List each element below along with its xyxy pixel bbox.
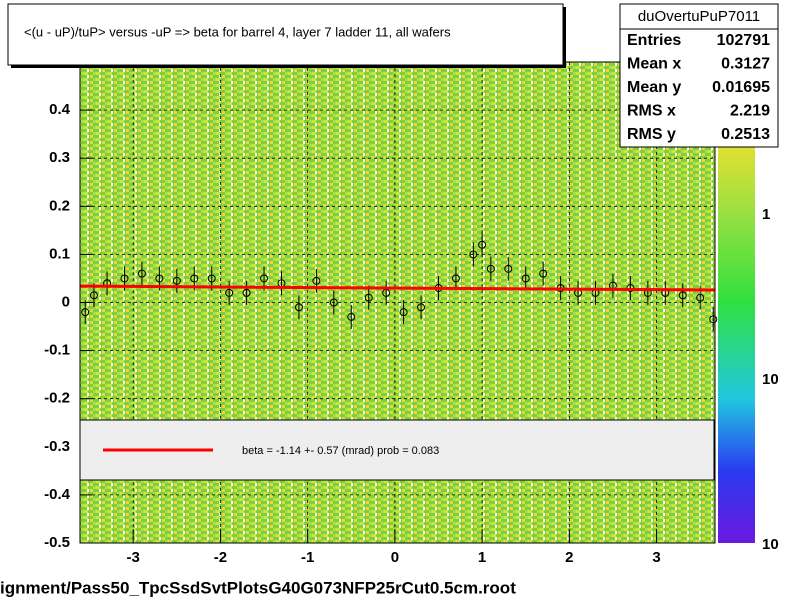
data-point (539, 269, 548, 278)
data-point (399, 308, 408, 317)
data-point (225, 288, 234, 297)
data-point (709, 315, 718, 324)
x-tick-label: -3 (127, 549, 140, 566)
title-box (7, 3, 564, 66)
fit-line (79, 284, 716, 292)
data-point (364, 293, 373, 302)
stats-value: 102791 (717, 32, 770, 49)
data-point (521, 274, 530, 283)
palette-label: 1 (762, 206, 770, 223)
data-point (329, 298, 338, 307)
legend-text: beta = -1.14 +- 0.57 (mrad) prob = 0.083 (242, 445, 439, 457)
data-point (312, 276, 321, 285)
data-point (486, 264, 495, 273)
stats-box (619, 3, 779, 148)
x-tick-label: -2 (214, 549, 227, 566)
palette-label: 10 (762, 536, 779, 553)
stats-label: RMS y (627, 126, 676, 143)
x-tick-label: 0 (391, 549, 399, 566)
data-point (242, 288, 251, 297)
y-tick-label: -0.2 (44, 390, 70, 407)
stats-label: Mean y (627, 79, 681, 96)
stats-label: Mean x (627, 56, 681, 73)
x-tick-label: 2 (565, 549, 573, 566)
stats-title: duOvertuPuP7011 (638, 8, 760, 25)
y-tick-label: 0 (62, 293, 70, 310)
x-tick-label: 3 (652, 549, 660, 566)
y-tick-label: 0.2 (49, 197, 70, 214)
stats-value: 2.219 (730, 103, 770, 120)
data-point (172, 276, 181, 285)
data-point (451, 274, 460, 283)
stats-value: 0.2513 (721, 126, 770, 143)
data-point (190, 274, 199, 283)
y-tick-label: 0.1 (49, 245, 70, 262)
data-point (120, 274, 129, 283)
data-point (137, 269, 146, 278)
x-tick-label: 1 (478, 549, 486, 566)
y-tick-label: -0.4 (44, 486, 71, 503)
stats-value: 0.01695 (712, 79, 770, 96)
y-tick-label: 0.4 (49, 101, 71, 118)
data-point (478, 240, 487, 249)
y-tick-label: 0.3 (49, 149, 70, 166)
y-tick-label: -0.3 (44, 438, 70, 455)
data-point (469, 250, 478, 259)
data-point (347, 312, 356, 321)
data-point (294, 303, 303, 312)
y-tick-label: -0.5 (44, 534, 70, 551)
plot-layer: -0.5-0.4-0.3-0.2-0.100.10.20.30.40.5-3-2… (44, 53, 718, 566)
data-point (155, 274, 164, 283)
palette-label: 10 (762, 371, 779, 388)
stats-rows: Entries 102791 Mean x 0.3127 Mean y 0.01695 RM… (627, 32, 770, 143)
data-point (696, 293, 705, 302)
footer-filename: ignment/Pass50_TpcSsdSvtPlotsG40G073NFP2… (0, 578, 516, 597)
data-point (81, 308, 90, 317)
chart-title: <(u - uP)/tuP> versus -uP => beta for ba… (24, 24, 451, 39)
stats-label: RMS x (627, 103, 676, 120)
stats-value: 0.3127 (721, 56, 770, 73)
data-point (260, 274, 269, 283)
data-point (207, 274, 216, 283)
data-point (678, 291, 687, 300)
stats-label: Entries (627, 32, 681, 49)
x-tick-label: -1 (301, 549, 314, 566)
data-point (89, 291, 98, 300)
y-tick-label: -0.1 (44, 342, 70, 359)
data-point (417, 303, 426, 312)
data-point (504, 264, 513, 273)
